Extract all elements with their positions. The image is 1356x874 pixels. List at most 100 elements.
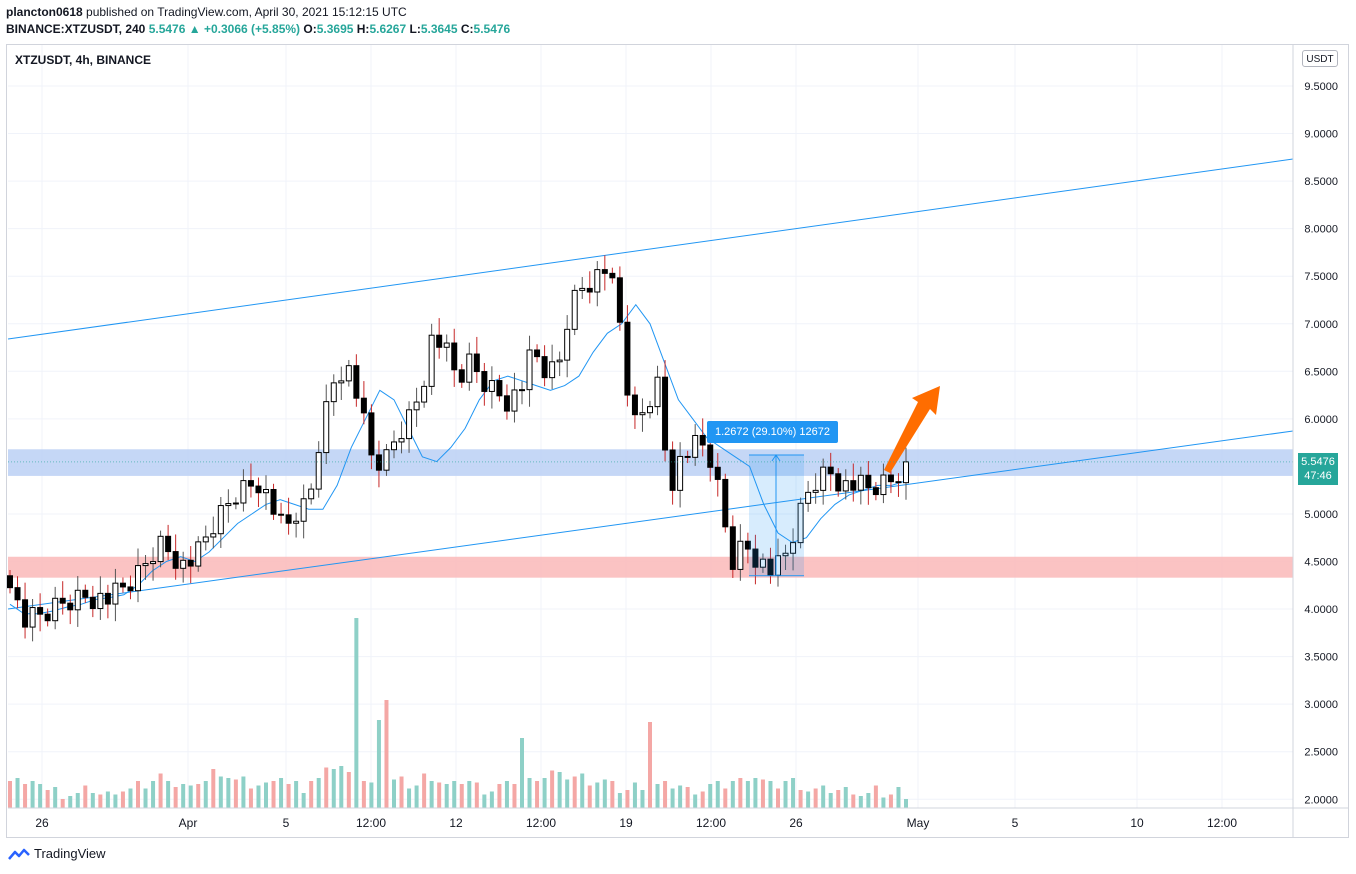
candle-body	[729, 526, 736, 570]
volume-bar	[888, 794, 893, 808]
volume-bar	[520, 738, 524, 808]
volume-bar	[248, 788, 253, 808]
measure-label[interactable]: 1.2672 (29.10%) 12672	[707, 421, 838, 443]
last-price: 5.5476	[148, 22, 186, 36]
volume-bar	[572, 776, 577, 808]
x-tick-label: 26	[35, 816, 49, 830]
may-label-bg	[897, 812, 939, 834]
candle-body	[842, 480, 849, 492]
candle-body	[481, 371, 488, 392]
volume-bar	[143, 788, 148, 808]
volume-bar	[708, 784, 713, 808]
candle-body	[887, 474, 894, 483]
candle-body	[89, 596, 96, 610]
volume-bar	[90, 793, 95, 808]
price-change: ▲ +0.3066 (+5.85%)	[188, 22, 301, 36]
candle-body	[421, 385, 428, 403]
candle-body	[722, 478, 729, 528]
footer-brand[interactable]: TradingView	[8, 846, 106, 861]
volume-bar	[301, 793, 306, 808]
x-tick-label: 12:00	[526, 816, 556, 830]
open-label: O:	[303, 22, 317, 36]
volume-bar	[527, 778, 532, 808]
volume-bar	[851, 794, 856, 808]
volume-bar	[339, 766, 344, 808]
volume-bar	[550, 770, 555, 808]
chart-frame	[6, 44, 1349, 838]
candle-body	[601, 269, 608, 274]
volume-bar	[542, 778, 547, 808]
candle-body	[857, 474, 864, 491]
candle-body	[278, 513, 285, 516]
measure-arrow-head	[771, 454, 781, 462]
candle-body	[217, 505, 224, 535]
candle-body	[767, 558, 774, 576]
candle-body	[662, 376, 669, 451]
author-name[interactable]: plancton0618	[6, 5, 83, 19]
volume-bar	[866, 793, 871, 808]
volume-bar	[226, 778, 231, 808]
candle-body	[564, 328, 571, 361]
x-tick-label: Apr	[179, 816, 198, 830]
candle-body	[805, 491, 812, 504]
candle-body	[413, 401, 420, 411]
candle-body	[187, 559, 194, 567]
currency-label[interactable]: USDT	[1302, 50, 1338, 67]
candle-body	[556, 359, 563, 363]
low-value: 5.3645	[420, 22, 458, 36]
volume-bar	[474, 782, 479, 808]
candle-body	[699, 434, 706, 446]
candle-body	[503, 395, 510, 412]
volume-bar	[873, 785, 878, 808]
candle-body	[594, 269, 601, 293]
candle-body	[714, 466, 721, 480]
candle-body	[29, 607, 36, 628]
volume-bar	[760, 779, 765, 808]
candle-body	[240, 480, 247, 504]
candle-body	[827, 466, 834, 475]
channel-lower-line	[7, 430, 1294, 610]
volume-bar	[881, 797, 886, 808]
candle-body	[406, 409, 413, 440]
y-tick-label: 7.5000	[1304, 271, 1338, 283]
candle-body	[323, 401, 330, 454]
candle-body	[903, 461, 909, 484]
x-tick-label: 12:00	[696, 816, 726, 830]
volume-bar	[437, 782, 442, 808]
y-tick-label: 2.5000	[1304, 747, 1338, 759]
volume-bar	[678, 785, 683, 808]
candle-body	[270, 488, 277, 515]
volume-bar	[444, 784, 449, 808]
candle-body	[571, 289, 578, 330]
volume-bar	[904, 799, 908, 808]
volume-bar	[324, 767, 329, 808]
volume-bar	[565, 779, 570, 808]
volume-bar	[30, 781, 35, 808]
candle-body	[22, 599, 29, 628]
candle-body	[330, 382, 337, 403]
volume-bar	[83, 785, 88, 808]
bar-countdown: 47:46	[1304, 470, 1332, 482]
publish-text: published on TradingView.com, April 30, …	[82, 5, 407, 19]
candle-body	[59, 597, 66, 604]
volume-bar	[151, 781, 156, 808]
volume-bar	[98, 794, 103, 808]
candle-body	[225, 503, 232, 507]
candle-body	[195, 541, 202, 567]
x-tick-label: 12:00	[1207, 816, 1237, 830]
candle-body	[210, 533, 217, 538]
volume-bar	[414, 785, 419, 808]
volume-bar	[813, 788, 818, 808]
candle-body	[488, 380, 495, 392]
low-label: L:	[409, 22, 421, 36]
volume-bar	[896, 787, 901, 808]
volume-bar	[858, 796, 863, 808]
candle-body	[872, 487, 879, 496]
candle-body	[232, 502, 239, 505]
candle-body	[436, 334, 443, 348]
volume-bar	[497, 784, 502, 808]
candle-body	[526, 349, 533, 391]
volume-bar	[316, 778, 321, 808]
y-tick-label: 2.0000	[1304, 794, 1338, 806]
